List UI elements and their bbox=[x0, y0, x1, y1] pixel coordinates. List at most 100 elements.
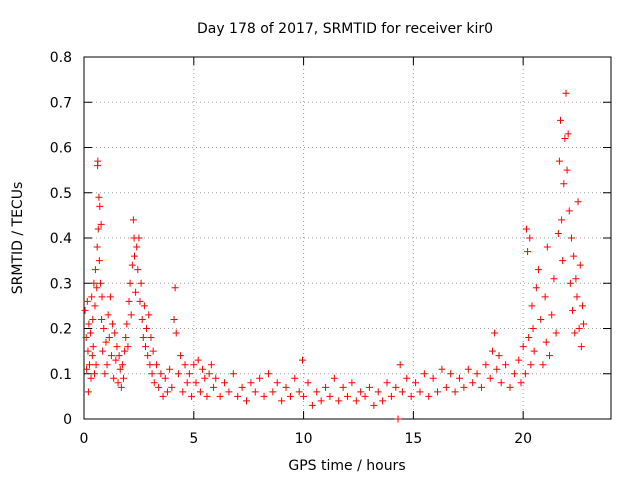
data-point-marker bbox=[387, 392, 395, 400]
data-point-marker bbox=[100, 325, 108, 332]
data-point-marker bbox=[134, 266, 142, 274]
data-point-marker bbox=[95, 193, 103, 201]
data-point-marker bbox=[161, 374, 169, 382]
chart-title: Day 178 of 2017, SRMTID for receiver kir… bbox=[197, 21, 493, 37]
data-point-marker bbox=[216, 392, 224, 400]
data-point-marker bbox=[522, 225, 530, 233]
data-point-marker bbox=[87, 374, 95, 382]
data-point-marker bbox=[201, 374, 209, 382]
data-point-marker bbox=[495, 352, 503, 360]
data-point-marker bbox=[139, 334, 147, 342]
data-point-marker bbox=[434, 388, 442, 396]
data-point-marker bbox=[177, 352, 185, 360]
data-point-marker bbox=[561, 134, 569, 142]
axis-ticks bbox=[83, 56, 611, 420]
data-point-marker bbox=[136, 297, 144, 305]
data-point-marker bbox=[576, 261, 584, 269]
data-point-marker bbox=[569, 306, 577, 314]
data-point-marker bbox=[85, 361, 93, 369]
data-point-marker bbox=[295, 388, 303, 396]
data-point-marker bbox=[493, 365, 501, 373]
data-point-marker bbox=[374, 388, 382, 396]
data-point-marker bbox=[159, 392, 167, 400]
data-point-marker bbox=[107, 352, 115, 360]
data-point-marker bbox=[317, 397, 325, 405]
data-point-marker bbox=[83, 297, 91, 305]
data-point-marker bbox=[477, 383, 485, 391]
data-point-marker bbox=[113, 343, 121, 351]
data-point-marker bbox=[460, 383, 468, 391]
data-point-marker bbox=[542, 338, 550, 346]
data-point-marker bbox=[109, 320, 117, 328]
data-point-marker bbox=[420, 370, 428, 378]
data-point-marker bbox=[339, 383, 347, 391]
data-point-marker bbox=[269, 388, 277, 396]
data-point-marker bbox=[135, 234, 143, 242]
data-point-marker bbox=[524, 248, 532, 256]
data-point-marker bbox=[114, 379, 122, 387]
data-point-marker bbox=[115, 352, 123, 360]
data-point-marker bbox=[147, 334, 155, 342]
data-point-marker bbox=[138, 315, 146, 323]
data-point-marker bbox=[416, 388, 424, 396]
data-point-marker bbox=[84, 388, 92, 396]
data-point-marker bbox=[102, 338, 110, 346]
data-point-marker bbox=[506, 383, 514, 391]
data-point-marker bbox=[205, 370, 213, 378]
data-point-marker bbox=[286, 392, 294, 400]
data-point-marker bbox=[168, 383, 176, 391]
data-point-marker bbox=[497, 379, 505, 387]
data-point-marker bbox=[121, 347, 129, 355]
data-point-marker bbox=[221, 379, 229, 387]
data-point-marker bbox=[192, 379, 200, 387]
data-point-marker bbox=[104, 311, 112, 319]
data-point-marker bbox=[207, 361, 215, 369]
data-point-marker bbox=[335, 397, 343, 405]
data-point-marker bbox=[105, 334, 113, 342]
data-point-marker bbox=[566, 279, 574, 287]
data-point-marker bbox=[174, 370, 182, 378]
data-point-marker bbox=[137, 279, 145, 287]
data-point-marker bbox=[90, 279, 98, 287]
data-point-marker bbox=[527, 361, 535, 369]
data-point-marker bbox=[125, 297, 133, 305]
data-point-marker bbox=[469, 379, 477, 387]
data-point-marker bbox=[194, 356, 202, 364]
data-point-marker bbox=[560, 180, 568, 188]
data-point-marker bbox=[185, 370, 193, 378]
data-point-marker bbox=[166, 365, 174, 373]
data-point-marker bbox=[89, 315, 97, 323]
data-point-marker bbox=[124, 343, 132, 351]
data-point-marker bbox=[396, 361, 404, 369]
data-point-marker bbox=[89, 343, 97, 351]
data-point-marker bbox=[528, 302, 536, 310]
data-point-marker bbox=[152, 361, 160, 369]
data-point-marker bbox=[247, 379, 255, 387]
data-point-marker bbox=[526, 234, 534, 242]
data-point-marker bbox=[91, 302, 99, 310]
y-tick-label: 0.5 bbox=[50, 186, 72, 202]
data-point-marker bbox=[357, 388, 365, 396]
y-tick-label: 0.7 bbox=[50, 95, 72, 111]
data-points bbox=[81, 89, 588, 423]
x-tick-label: 0 bbox=[80, 431, 89, 447]
y-tick-label: 0.4 bbox=[50, 231, 72, 247]
data-point-marker bbox=[133, 243, 141, 251]
data-point-marker bbox=[148, 370, 156, 378]
data-point-marker bbox=[521, 370, 529, 378]
data-point-marker bbox=[144, 352, 152, 360]
data-point-marker bbox=[93, 243, 101, 251]
data-point-marker bbox=[242, 397, 250, 405]
data-point-marker bbox=[131, 252, 139, 260]
data-point-marker bbox=[429, 374, 437, 382]
data-point-marker bbox=[398, 388, 406, 396]
data-point-marker bbox=[580, 320, 588, 328]
data-point-marker bbox=[212, 374, 220, 382]
y-tick-label: 0.1 bbox=[50, 367, 72, 383]
data-point-marker bbox=[578, 302, 586, 310]
data-point-marker bbox=[486, 374, 494, 382]
data-point-marker bbox=[140, 302, 148, 310]
data-point-marker bbox=[155, 383, 163, 391]
data-point-marker bbox=[392, 383, 400, 391]
x-tick-label: 20 bbox=[514, 431, 532, 447]
